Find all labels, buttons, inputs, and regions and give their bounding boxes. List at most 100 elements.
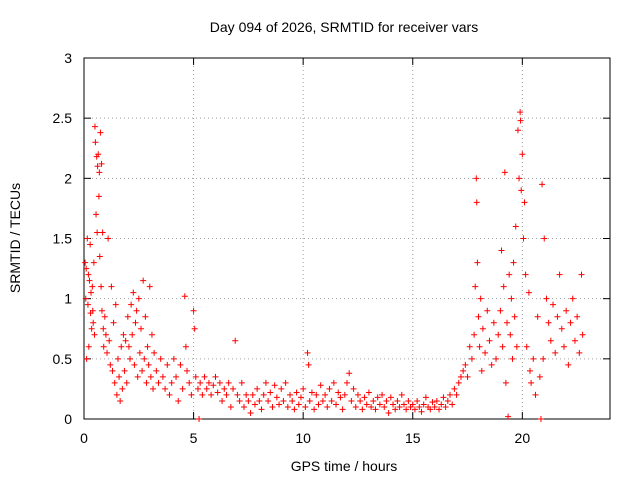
- data-point: [381, 403, 388, 410]
- data-point: [137, 325, 144, 332]
- data-point: [98, 160, 105, 167]
- data-point: [83, 265, 90, 272]
- data-point: [571, 337, 578, 344]
- data-point: [134, 373, 141, 380]
- data-point: [490, 319, 497, 326]
- data-point: [476, 343, 483, 350]
- data-point: [304, 349, 311, 356]
- data-point: [297, 394, 304, 401]
- data-point: [525, 289, 532, 296]
- data-point: [121, 367, 128, 374]
- data-point: [374, 394, 381, 401]
- data-point: [133, 307, 140, 314]
- data-point: [96, 169, 103, 176]
- data-point: [258, 406, 265, 413]
- data-point: [543, 295, 550, 302]
- data-point: [403, 406, 410, 413]
- data-point: [101, 313, 108, 320]
- data-point: [186, 379, 193, 386]
- data-point: [550, 301, 557, 308]
- data-point: [414, 397, 421, 404]
- data-point: [472, 283, 479, 290]
- data-point: [234, 391, 241, 398]
- data-point: [132, 319, 139, 326]
- data-point: [376, 401, 383, 408]
- data-point: [451, 385, 458, 392]
- data-point: [330, 379, 337, 386]
- data-point: [440, 394, 447, 401]
- data-point: [94, 229, 101, 236]
- data-point: [493, 355, 500, 362]
- data-point: [506, 271, 513, 278]
- data-point: [527, 367, 534, 374]
- data-point: [394, 397, 401, 404]
- data-point: [453, 391, 460, 398]
- data-point: [578, 271, 585, 278]
- data-point: [361, 394, 368, 401]
- data-point: [201, 373, 208, 380]
- data-point: [368, 403, 375, 410]
- data-point: [405, 397, 412, 404]
- data-point: [387, 394, 394, 401]
- data-point: [99, 229, 106, 236]
- data-point: [333, 401, 340, 408]
- data-point: [90, 259, 97, 266]
- data-point: [359, 406, 366, 413]
- data-point: [89, 283, 96, 290]
- data-point: [503, 319, 510, 326]
- data-point: [159, 373, 166, 380]
- data-point: [168, 379, 175, 386]
- data-point: [354, 391, 361, 398]
- data-point: [203, 385, 210, 392]
- data-point: [205, 379, 212, 386]
- data-point: [547, 337, 554, 344]
- data-point: [245, 397, 252, 404]
- data-point: [221, 385, 228, 392]
- axis-ticks: [83, 57, 610, 420]
- data-point: [379, 391, 386, 398]
- data-point: [308, 389, 315, 396]
- data-point: [92, 139, 99, 146]
- data-point: [267, 389, 274, 396]
- data-point: [422, 394, 429, 401]
- data-point: [517, 117, 524, 124]
- data-point: [86, 277, 93, 284]
- data-point: [166, 391, 173, 398]
- data-point: [225, 379, 232, 386]
- data-point: [322, 391, 329, 398]
- data-point: [82, 259, 89, 266]
- data-point: [462, 361, 469, 368]
- data-point: [129, 331, 136, 338]
- data-point: [243, 391, 250, 398]
- data-point: [357, 397, 364, 404]
- data-point: [91, 123, 98, 130]
- data-point: [139, 367, 146, 374]
- y-axis-label: SRMTID / TECUs: [7, 183, 23, 293]
- data-point: [82, 295, 89, 302]
- data-point: [273, 394, 280, 401]
- data-point: [117, 397, 124, 404]
- data-point: [565, 361, 572, 368]
- data-point: [474, 259, 481, 266]
- data-point: [468, 355, 475, 362]
- data-point: [306, 397, 313, 404]
- data-point: [230, 385, 237, 392]
- data-point: [122, 337, 129, 344]
- data-point: [418, 408, 425, 415]
- data-point: [93, 211, 100, 218]
- data-point: [144, 343, 151, 350]
- chart-title: Day 094 of 2026, SRMTID for receiver var…: [210, 19, 478, 35]
- data-point: [552, 349, 559, 356]
- data-point: [523, 343, 530, 350]
- data-point: [197, 379, 204, 386]
- data-point: [464, 373, 471, 380]
- data-point: [528, 379, 535, 386]
- data-point: [567, 319, 574, 326]
- data-point: [505, 413, 512, 420]
- data-point: [449, 401, 456, 408]
- data-point: [114, 355, 121, 362]
- data-point: [143, 379, 150, 386]
- data-point: [411, 406, 418, 413]
- data-point: [295, 401, 302, 408]
